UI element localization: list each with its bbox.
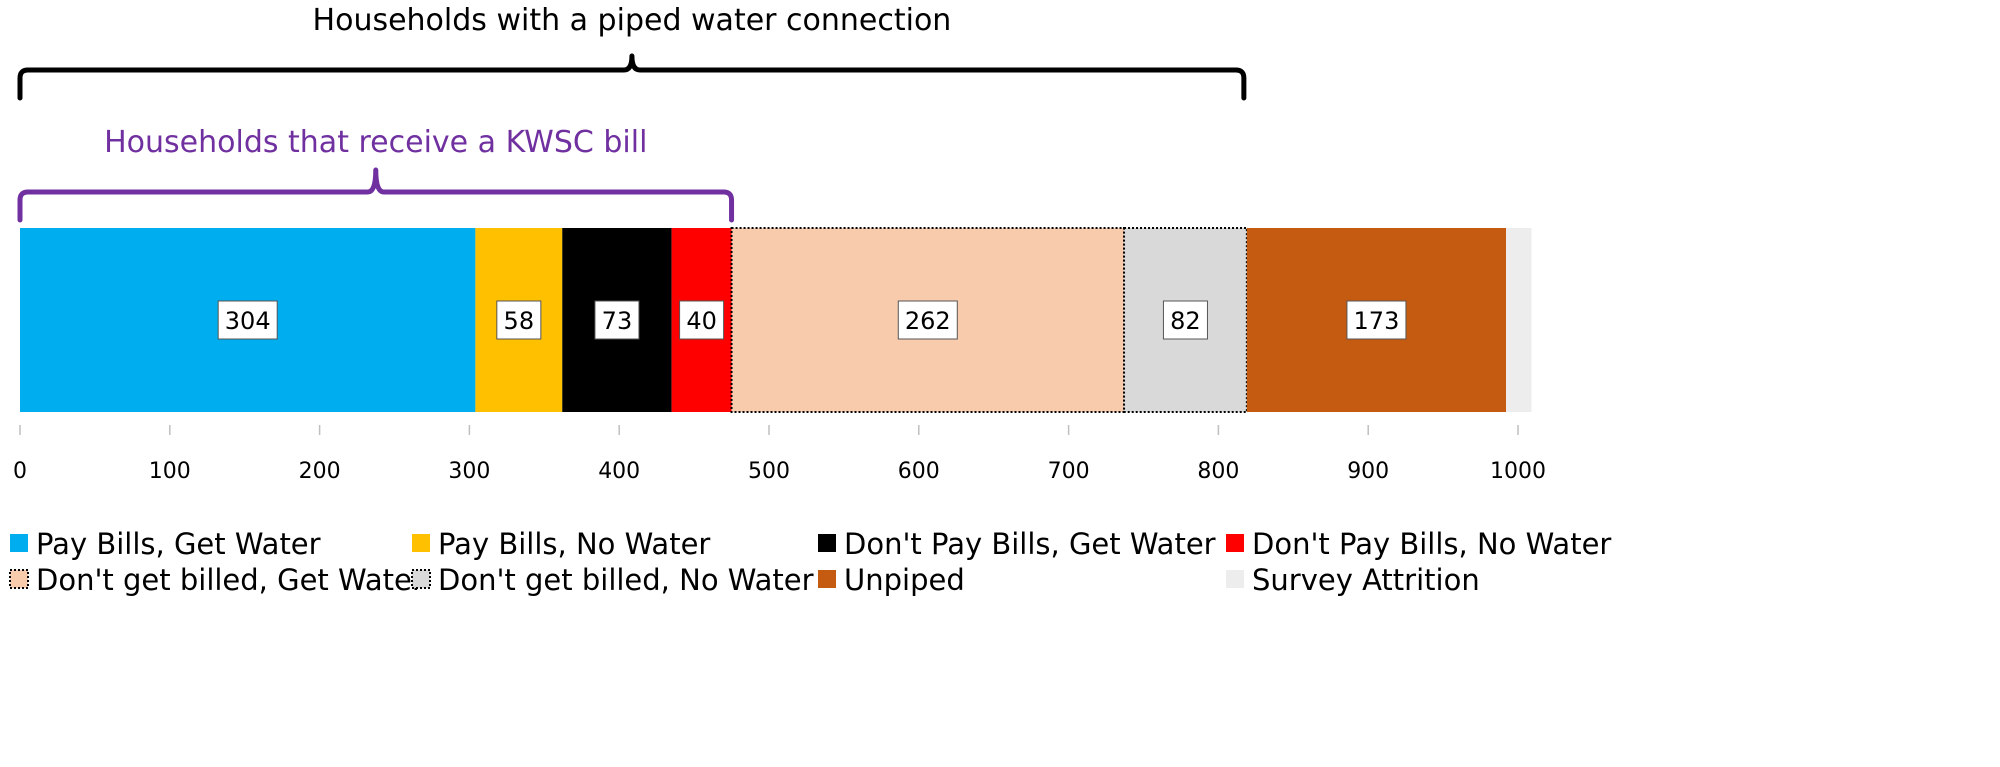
data-label-box — [897, 300, 958, 340]
data-label: 40 — [686, 307, 717, 335]
legend-label: Don't get billed, Get Water — [36, 563, 424, 597]
x-tick-label: 0 — [13, 459, 27, 484]
x-tick-label: 300 — [448, 459, 490, 484]
bracket-inner-label: Households that receive a KWSC bill — [104, 125, 647, 160]
legend: Pay Bills, Get Water Pay Bills, No Water D… — [9, 527, 1611, 597]
legend-label: Pay Bills, Get Water — [36, 527, 321, 561]
legend-swatch — [818, 570, 836, 588]
bracket-outer — [17, 53, 1247, 101]
x-tick-label: 1000 — [1490, 459, 1546, 484]
data-label-box — [679, 300, 725, 340]
legend-swatch — [412, 534, 430, 552]
x-tick-label: 400 — [598, 459, 640, 484]
data-label: 173 — [1354, 307, 1400, 335]
legend-label: Don't Pay Bills, Get Water — [844, 527, 1216, 561]
x-tick-label: 600 — [898, 459, 940, 484]
x-tick-label: 700 — [1048, 459, 1090, 484]
bar-survey-attrition — [1506, 228, 1532, 412]
legend-swatch — [9, 569, 29, 589]
legend-label: Survey Attrition — [1252, 563, 1480, 597]
data-label-box — [594, 300, 640, 340]
legend-swatch — [1226, 534, 1244, 552]
bracket-annotations: Households with a piped water connection… — [17, 3, 1247, 223]
legend-swatch — [411, 569, 431, 589]
legend-label: Unpiped — [844, 563, 965, 597]
legend-label: Pay Bills, No Water — [438, 527, 710, 561]
legend-swatch — [818, 534, 836, 552]
data-label-box — [496, 300, 542, 340]
legend-label: Don't Pay Bills, No Water — [1252, 527, 1611, 561]
bracket-outer-label: Households with a piped water connection — [313, 3, 952, 38]
legend-swatch — [10, 534, 28, 552]
x-tick-label: 100 — [149, 459, 191, 484]
x-axis: 0 100 200 300 400 500 600 700 800 900 1000 — [13, 425, 1546, 484]
bar-segments: 304 58 73 40 262 82 173 — [20, 227, 1532, 413]
data-label-box — [1162, 300, 1208, 340]
data-label-box — [1346, 300, 1407, 340]
x-tick-label: 800 — [1197, 459, 1239, 484]
x-tick-label: 200 — [299, 459, 341, 484]
legend-label: Don't get billed, No Water — [438, 563, 814, 597]
data-label-box — [217, 300, 278, 340]
bracket-inner — [17, 167, 735, 223]
data-label: 304 — [225, 307, 271, 335]
data-label: 73 — [602, 307, 633, 335]
data-label: 58 — [504, 307, 535, 335]
x-tick-label: 500 — [748, 459, 790, 484]
data-label: 262 — [905, 307, 951, 335]
data-label: 82 — [1170, 307, 1201, 335]
x-tick-label: 900 — [1347, 459, 1389, 484]
legend-swatch — [1226, 570, 1244, 588]
